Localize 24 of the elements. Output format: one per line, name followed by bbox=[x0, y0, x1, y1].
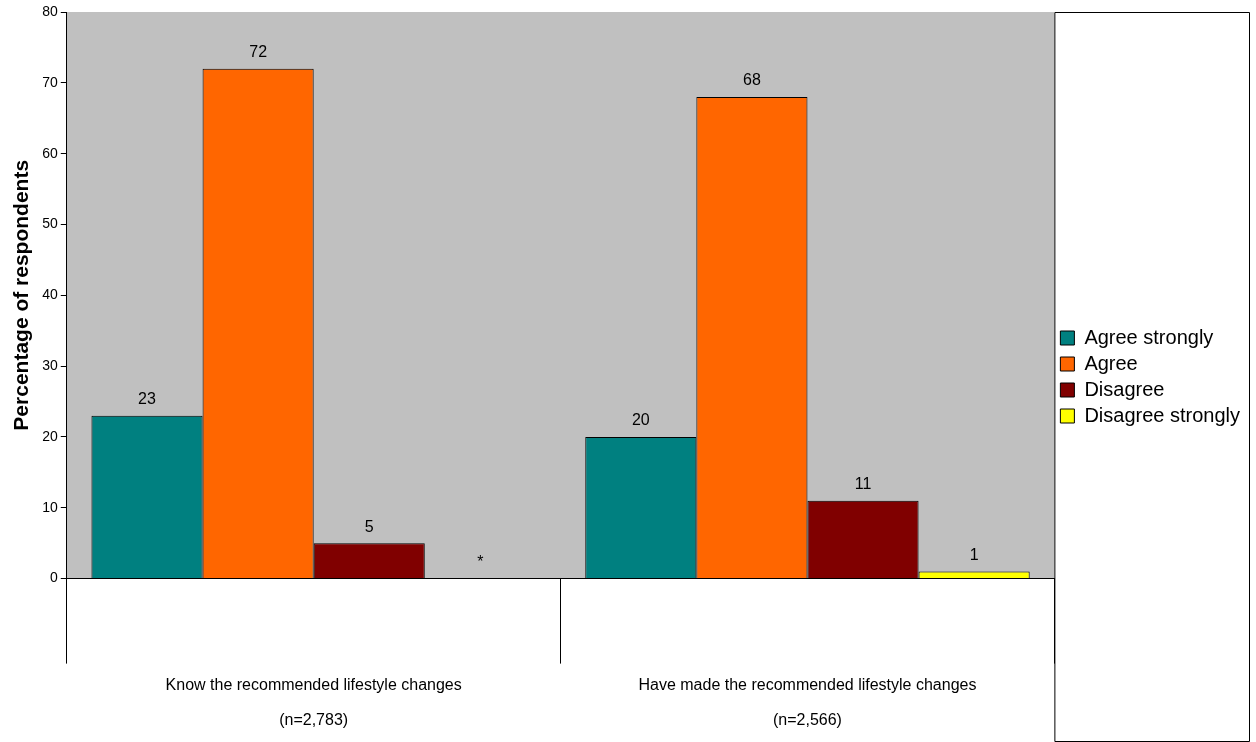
y-tick-label: 80 bbox=[42, 2, 58, 19]
y-tick-label: 60 bbox=[42, 144, 58, 161]
legend-label: Disagree strongly bbox=[1084, 403, 1240, 426]
data-label: 20 bbox=[631, 411, 650, 429]
x-tick-label: Have made the recommended lifestyle changes (n=2,566) bbox=[638, 675, 977, 728]
y-tick-label: 70 bbox=[42, 73, 58, 90]
data-label: 72 bbox=[249, 43, 268, 61]
data-label: 23 bbox=[138, 390, 157, 408]
legend-label: Disagree bbox=[1084, 377, 1165, 400]
data-label: 11 bbox=[854, 475, 872, 493]
data-label: 5 bbox=[364, 517, 374, 535]
y-tick-label: 20 bbox=[42, 427, 58, 444]
data-label: 1 bbox=[969, 545, 979, 563]
y-tick-label: 30 bbox=[42, 356, 58, 373]
data-label: 68 bbox=[743, 71, 761, 89]
y-tick-label: 50 bbox=[42, 215, 58, 232]
text: * bbox=[477, 553, 484, 571]
legend-label: Agree strongly bbox=[1084, 325, 1214, 348]
y-tick-label: 40 bbox=[42, 286, 58, 303]
y-tick-label: 10 bbox=[42, 498, 58, 515]
legend-label: Agree bbox=[1084, 351, 1138, 374]
x-tick-label: Know the recommended lifestyle changes (n=2,783) bbox=[165, 675, 462, 728]
y-tick-label: 0 bbox=[49, 569, 58, 586]
y-axis-title: Percentage of respondents bbox=[9, 159, 33, 431]
